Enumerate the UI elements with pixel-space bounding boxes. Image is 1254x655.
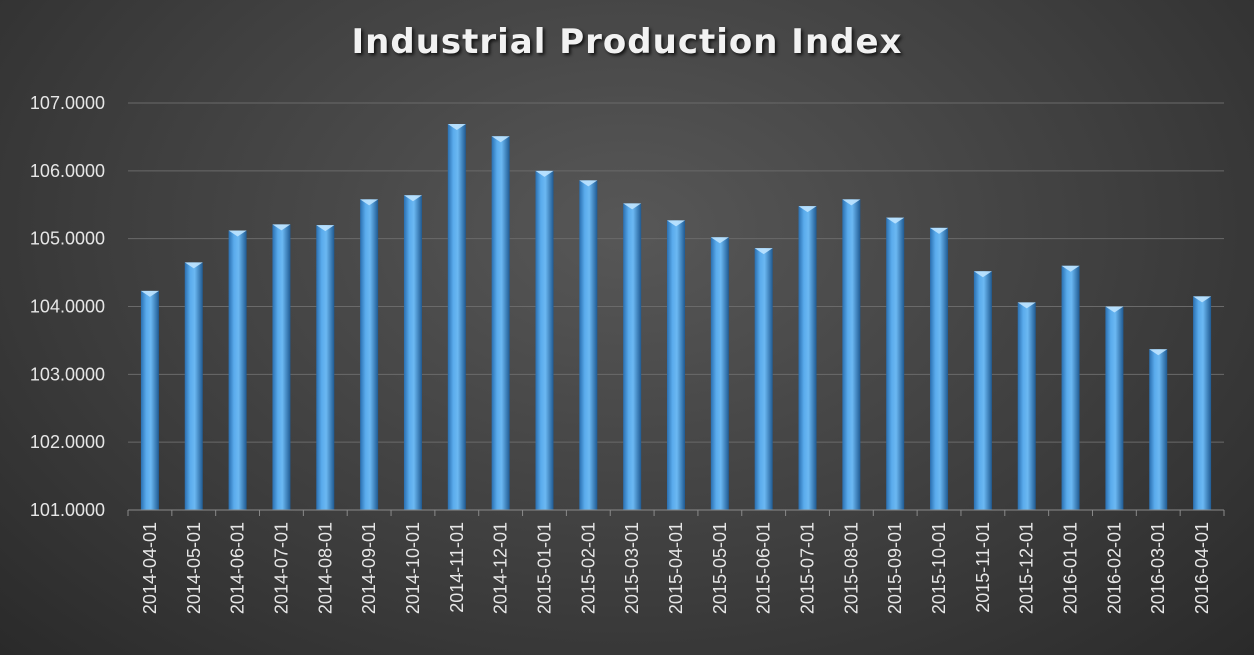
x-tick-label: 2015-01-01: [534, 522, 554, 614]
x-tick-label: 2016-01-01: [1061, 522, 1081, 614]
bar-top-cap: [140, 290, 159, 297]
x-tick-label: 2016-04-01: [1192, 522, 1212, 614]
bar-top-cap: [447, 124, 466, 131]
x-tick-label: 2014-11-01: [447, 522, 467, 613]
bar-top-cap: [1061, 265, 1080, 272]
bar: [1193, 296, 1212, 510]
x-tick-label: 2015-09-01: [885, 522, 905, 614]
bar-top-cap: [842, 199, 861, 206]
bar-top-cap: [1149, 349, 1168, 356]
x-tick-label: 2014-12-01: [491, 522, 511, 614]
bar-top-cap: [1017, 302, 1036, 309]
bar: [930, 227, 949, 510]
x-tick-label: 2014-08-01: [315, 522, 335, 614]
bar-top-cap: [930, 227, 949, 234]
bar-top-cap: [1105, 306, 1124, 313]
x-tick-label: 2014-07-01: [271, 522, 291, 614]
bar: [228, 230, 247, 510]
x-tick-label: 2015-03-01: [622, 522, 642, 614]
bar: [1061, 265, 1080, 510]
bar: [842, 199, 861, 510]
bar-top-cap: [316, 225, 335, 232]
x-tick-label: 2015-06-01: [754, 522, 774, 614]
bar: [623, 203, 642, 511]
bar-top-cap: [798, 206, 817, 213]
bar: [535, 170, 554, 511]
bar: [491, 136, 510, 510]
bar: [1105, 306, 1124, 510]
bar: [798, 206, 817, 510]
bars-group: [140, 124, 1212, 511]
bar-top-cap: [272, 224, 291, 231]
x-tick-label: 2015-02-01: [578, 522, 598, 614]
bar-top-cap: [667, 220, 685, 227]
x-tick-label: 2014-04-01: [140, 522, 160, 614]
bar: [710, 237, 729, 510]
bar: [886, 217, 905, 510]
y-tick-label: 102.0000: [30, 432, 105, 452]
y-tick-label: 107.0000: [30, 93, 105, 113]
y-tick-label: 105.0000: [30, 229, 105, 249]
bar-top-cap: [710, 237, 729, 244]
chart-title: Industrial Production Index: [351, 22, 903, 62]
x-tick-label: 2015-12-01: [1017, 522, 1037, 614]
bar-top-cap: [228, 230, 247, 237]
y-tick-label: 104.0000: [30, 297, 105, 317]
x-tick-label: 2014-06-01: [228, 522, 248, 614]
y-tick-label: 103.0000: [30, 364, 105, 384]
axes: 101.0000 102.0000 103.0000 104.0000 105.0000…: [30, 93, 1225, 614]
bar: [754, 248, 773, 510]
x-tick-label: 2015-11-01: [973, 522, 993, 613]
bar: [447, 124, 466, 511]
y-tick-label: 106.0000: [30, 161, 105, 181]
x-tick-label: 2015-04-01: [666, 522, 686, 614]
bar: [272, 224, 291, 510]
bar-top-cap: [535, 170, 554, 177]
bar-top-cap: [886, 217, 905, 224]
bar: [1017, 302, 1036, 510]
bar: [184, 262, 203, 510]
x-tick-label: 2015-07-01: [798, 522, 818, 614]
x-tick-label: 2015-10-01: [929, 522, 949, 614]
bar-top-cap: [579, 180, 598, 187]
bar: [1149, 349, 1168, 510]
bar-top-cap: [754, 248, 773, 255]
bar: [140, 290, 159, 510]
bar: [973, 271, 992, 510]
bar: [579, 180, 598, 510]
bar-top-cap: [1193, 296, 1212, 303]
bar-top-cap: [973, 271, 992, 278]
bar-top-cap: [491, 136, 510, 143]
x-tick-label: 2015-08-01: [841, 522, 861, 614]
x-tick-label: 2014-10-01: [403, 522, 423, 614]
x-tick-label: 2016-03-01: [1148, 522, 1168, 614]
bar-top-cap: [184, 262, 203, 269]
x-tick-label: 2014-05-01: [184, 522, 204, 614]
x-tick-label: 2014-09-01: [359, 522, 379, 614]
bar-top-cap: [623, 203, 642, 210]
bar: [403, 195, 422, 510]
bar: [316, 225, 335, 510]
bar-top-cap: [360, 199, 379, 206]
bar-top-cap: [403, 195, 422, 202]
bar: [667, 220, 685, 510]
x-tick-label: 2015-05-01: [710, 522, 730, 614]
y-tick-label: 101.0000: [30, 500, 105, 520]
x-tick-label: 2016-02-01: [1104, 522, 1124, 614]
bar: [360, 199, 379, 510]
